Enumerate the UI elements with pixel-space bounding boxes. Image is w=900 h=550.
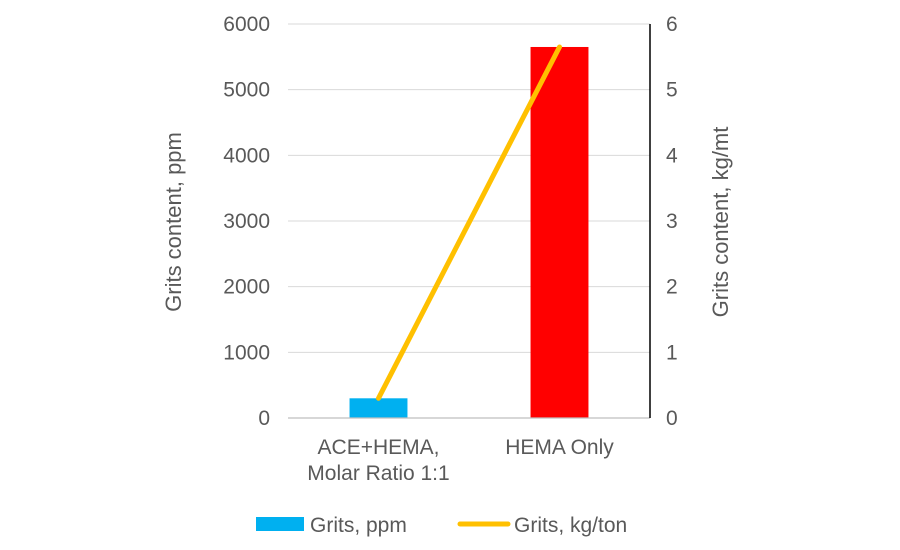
y-tick-label: 5000 [223, 79, 270, 102]
x-category-label: ACE+HEMA, Molar Ratio 1:1 [307, 436, 449, 485]
legend-label: Grits, ppm [310, 514, 407, 537]
y-tick-label: 2000 [223, 276, 270, 299]
y2-tick-label: 3 [666, 210, 678, 233]
y2-tick-label: 4 [666, 144, 678, 167]
legend-swatch-bar [256, 517, 304, 531]
legend-label: Grits, kg/ton [514, 514, 627, 537]
bar [530, 46, 589, 418]
y-tick-label: 6000 [223, 13, 270, 36]
line-series [376, 44, 562, 401]
x-category-label: HEMA Only [505, 436, 614, 459]
y2-tick-label: 1 [666, 341, 678, 364]
tick-labels: 0 1000 2000 3000 4000 5000 6000 0 1 2 3 4 5 6 [223, 13, 678, 430]
bar-series [349, 46, 589, 418]
legend: Grits, ppm Grits, kg/ton [256, 514, 627, 537]
axes [288, 24, 651, 419]
bar [349, 398, 408, 418]
gridlines [288, 23, 650, 353]
y2-axis-title: Grits content, kg/mt [708, 127, 733, 318]
series-line [376, 44, 562, 401]
y-tick-label: 1000 [223, 341, 270, 364]
category-labels: ACE+HEMA, Molar Ratio 1:1 HEMA Only [307, 436, 614, 485]
y-axis-title: Grits content, ppm [161, 132, 186, 312]
y-tick-label: 0 [258, 407, 270, 430]
y2-tick-label: 5 [666, 79, 678, 102]
y-tick-label: 3000 [223, 210, 270, 233]
y-tick-label: 4000 [223, 144, 270, 167]
y2-tick-label: 6 [666, 13, 678, 36]
y2-tick-label: 0 [666, 407, 678, 430]
y2-tick-label: 2 [666, 276, 678, 299]
